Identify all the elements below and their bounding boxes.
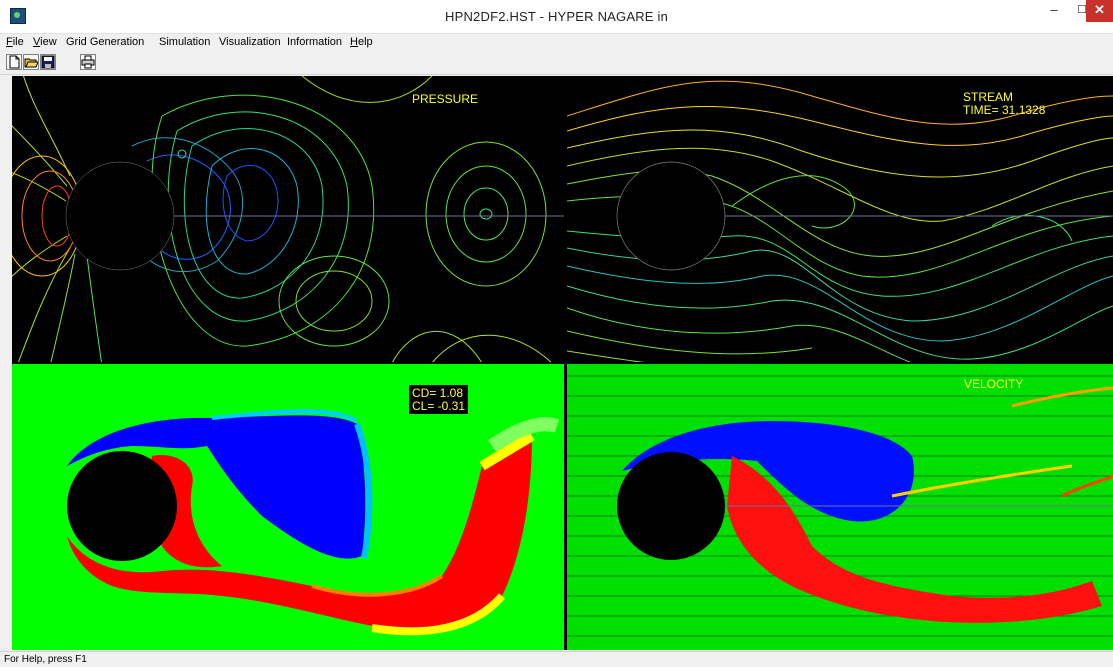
new-file-icon[interactable] [6, 54, 22, 70]
toolbar [0, 52, 1113, 75]
vorticity-panel: CD= 1.08 CL= -0.31 [12, 364, 564, 650]
menu-visualization[interactable]: Visualization [219, 36, 281, 48]
minimize-button[interactable]: – [1050, 2, 1058, 17]
flow-panels: PRESSURE [12, 76, 1113, 650]
print-icon[interactable] [80, 54, 96, 70]
stream-label: STREAM [963, 90, 1013, 104]
menu-view[interactable]: View [33, 36, 57, 48]
visualization-viewport[interactable]: PRESSURE [12, 76, 1113, 650]
save-disk-icon[interactable] [40, 54, 56, 70]
menu-simulation[interactable]: Simulation [159, 36, 211, 48]
pressure-panel: PRESSURE [12, 76, 564, 363]
pressure-label: PRESSURE [412, 92, 478, 106]
drag-coefficient: CD= 1.08 [412, 386, 463, 400]
menu-file[interactable]: File [6, 36, 24, 48]
stream-panel: STREAM TIME= 31.1328 [567, 76, 1113, 363]
status-bar: For Help, press F1 [0, 651, 1113, 667]
close-button[interactable]: ✕ [1086, 0, 1113, 22]
lift-coefficient: CL= -0.31 [412, 399, 465, 413]
velocity-panel: VELOCITY [567, 364, 1113, 650]
open-folder-icon[interactable] [23, 54, 39, 70]
velocity-label: VELOCITY [964, 377, 1023, 391]
window-title: HPN2DF2.HST - HYPER NAGARE in [445, 9, 668, 24]
status-text: For Help, press F1 [4, 654, 87, 665]
menu-bar: File View Grid Generation Simulation Vis… [0, 34, 1113, 51]
title-bar: HPN2DF2.HST - HYPER NAGARE in – ☐ ✕ [0, 0, 1113, 34]
menu-help[interactable]: Help [350, 36, 373, 48]
menu-information[interactable]: Information [287, 36, 343, 48]
menu-grid-generation[interactable]: Grid Generation [66, 36, 145, 48]
stream-time: TIME= 31.1328 [963, 103, 1046, 117]
app-icon[interactable] [10, 8, 26, 24]
maximize-button[interactable]: ☐ [1077, 4, 1087, 16]
